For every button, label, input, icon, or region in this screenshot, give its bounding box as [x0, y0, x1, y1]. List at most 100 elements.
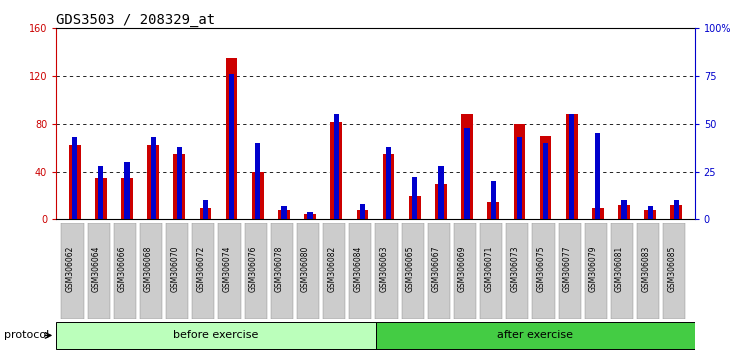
- Bar: [569, 114, 575, 219]
- Bar: [596, 133, 601, 219]
- Text: GSM306074: GSM306074: [222, 246, 231, 292]
- Text: GSM306073: GSM306073: [511, 246, 520, 292]
- Bar: [69, 145, 80, 219]
- Text: GSM306071: GSM306071: [484, 246, 493, 292]
- Bar: [461, 114, 473, 219]
- Bar: [464, 128, 469, 219]
- FancyBboxPatch shape: [56, 322, 376, 349]
- Bar: [98, 166, 104, 219]
- Text: before exercise: before exercise: [173, 330, 258, 341]
- FancyBboxPatch shape: [166, 223, 189, 319]
- Bar: [592, 207, 604, 219]
- Bar: [360, 204, 365, 219]
- Text: GSM306063: GSM306063: [379, 246, 388, 292]
- FancyBboxPatch shape: [506, 223, 529, 319]
- Text: GSM306079: GSM306079: [589, 246, 598, 292]
- Text: GSM306076: GSM306076: [249, 246, 258, 292]
- Bar: [386, 147, 391, 219]
- Text: GSM306077: GSM306077: [562, 246, 572, 292]
- FancyBboxPatch shape: [427, 223, 450, 319]
- Bar: [121, 178, 133, 219]
- Bar: [125, 162, 130, 219]
- FancyBboxPatch shape: [219, 223, 240, 319]
- Bar: [173, 154, 185, 219]
- Bar: [439, 166, 444, 219]
- FancyBboxPatch shape: [140, 223, 162, 319]
- Bar: [647, 206, 653, 219]
- Bar: [357, 210, 368, 219]
- Text: GSM306083: GSM306083: [641, 246, 650, 292]
- Text: GSM306072: GSM306072: [197, 246, 206, 292]
- Bar: [487, 201, 499, 219]
- Bar: [176, 147, 182, 219]
- Text: GSM306068: GSM306068: [144, 246, 153, 292]
- Text: GDS3503 / 208329_at: GDS3503 / 208329_at: [56, 13, 216, 27]
- FancyBboxPatch shape: [611, 223, 633, 319]
- Bar: [255, 143, 261, 219]
- FancyBboxPatch shape: [192, 223, 215, 319]
- Bar: [304, 213, 316, 219]
- FancyBboxPatch shape: [480, 223, 502, 319]
- Bar: [540, 136, 551, 219]
- Text: GSM306065: GSM306065: [406, 246, 415, 292]
- Bar: [150, 137, 155, 219]
- Text: GSM306070: GSM306070: [170, 246, 179, 292]
- Bar: [412, 177, 418, 219]
- FancyBboxPatch shape: [637, 223, 659, 319]
- Bar: [618, 205, 630, 219]
- Bar: [147, 145, 159, 219]
- Text: GSM306078: GSM306078: [275, 246, 284, 292]
- Bar: [514, 124, 525, 219]
- Bar: [330, 121, 342, 219]
- Bar: [200, 207, 211, 219]
- FancyBboxPatch shape: [245, 223, 267, 319]
- FancyBboxPatch shape: [585, 223, 607, 319]
- FancyBboxPatch shape: [62, 223, 83, 319]
- Text: GSM306085: GSM306085: [668, 246, 677, 292]
- Bar: [517, 137, 522, 219]
- FancyBboxPatch shape: [349, 223, 372, 319]
- Text: GSM306082: GSM306082: [327, 246, 336, 292]
- FancyBboxPatch shape: [270, 223, 293, 319]
- Bar: [72, 137, 77, 219]
- Bar: [282, 206, 287, 219]
- Bar: [278, 210, 290, 219]
- Text: GSM306062: GSM306062: [65, 246, 74, 292]
- Bar: [621, 200, 626, 219]
- Bar: [490, 181, 496, 219]
- Bar: [671, 205, 682, 219]
- Text: GSM306067: GSM306067: [432, 246, 441, 292]
- Bar: [383, 154, 394, 219]
- FancyBboxPatch shape: [559, 223, 581, 319]
- Bar: [333, 114, 339, 219]
- Bar: [252, 172, 264, 219]
- Text: after exercise: after exercise: [497, 330, 573, 341]
- Text: GSM306064: GSM306064: [92, 246, 101, 292]
- FancyBboxPatch shape: [88, 223, 110, 319]
- FancyBboxPatch shape: [376, 322, 695, 349]
- Bar: [229, 74, 234, 219]
- FancyBboxPatch shape: [323, 223, 345, 319]
- Text: GSM306075: GSM306075: [536, 246, 545, 292]
- Bar: [226, 58, 237, 219]
- Text: GSM306084: GSM306084: [354, 246, 363, 292]
- Bar: [543, 143, 548, 219]
- Bar: [307, 212, 312, 219]
- FancyBboxPatch shape: [376, 223, 397, 319]
- Bar: [644, 210, 656, 219]
- FancyBboxPatch shape: [113, 223, 136, 319]
- FancyBboxPatch shape: [532, 223, 554, 319]
- Bar: [674, 200, 679, 219]
- FancyBboxPatch shape: [454, 223, 476, 319]
- Bar: [409, 195, 421, 219]
- Text: GSM306081: GSM306081: [615, 246, 624, 292]
- Text: protocol: protocol: [4, 330, 49, 341]
- FancyBboxPatch shape: [663, 223, 686, 319]
- Bar: [95, 178, 107, 219]
- Bar: [203, 200, 208, 219]
- Bar: [566, 114, 578, 219]
- Bar: [435, 184, 447, 219]
- FancyBboxPatch shape: [297, 223, 319, 319]
- Text: GSM306069: GSM306069: [458, 246, 467, 292]
- FancyBboxPatch shape: [402, 223, 424, 319]
